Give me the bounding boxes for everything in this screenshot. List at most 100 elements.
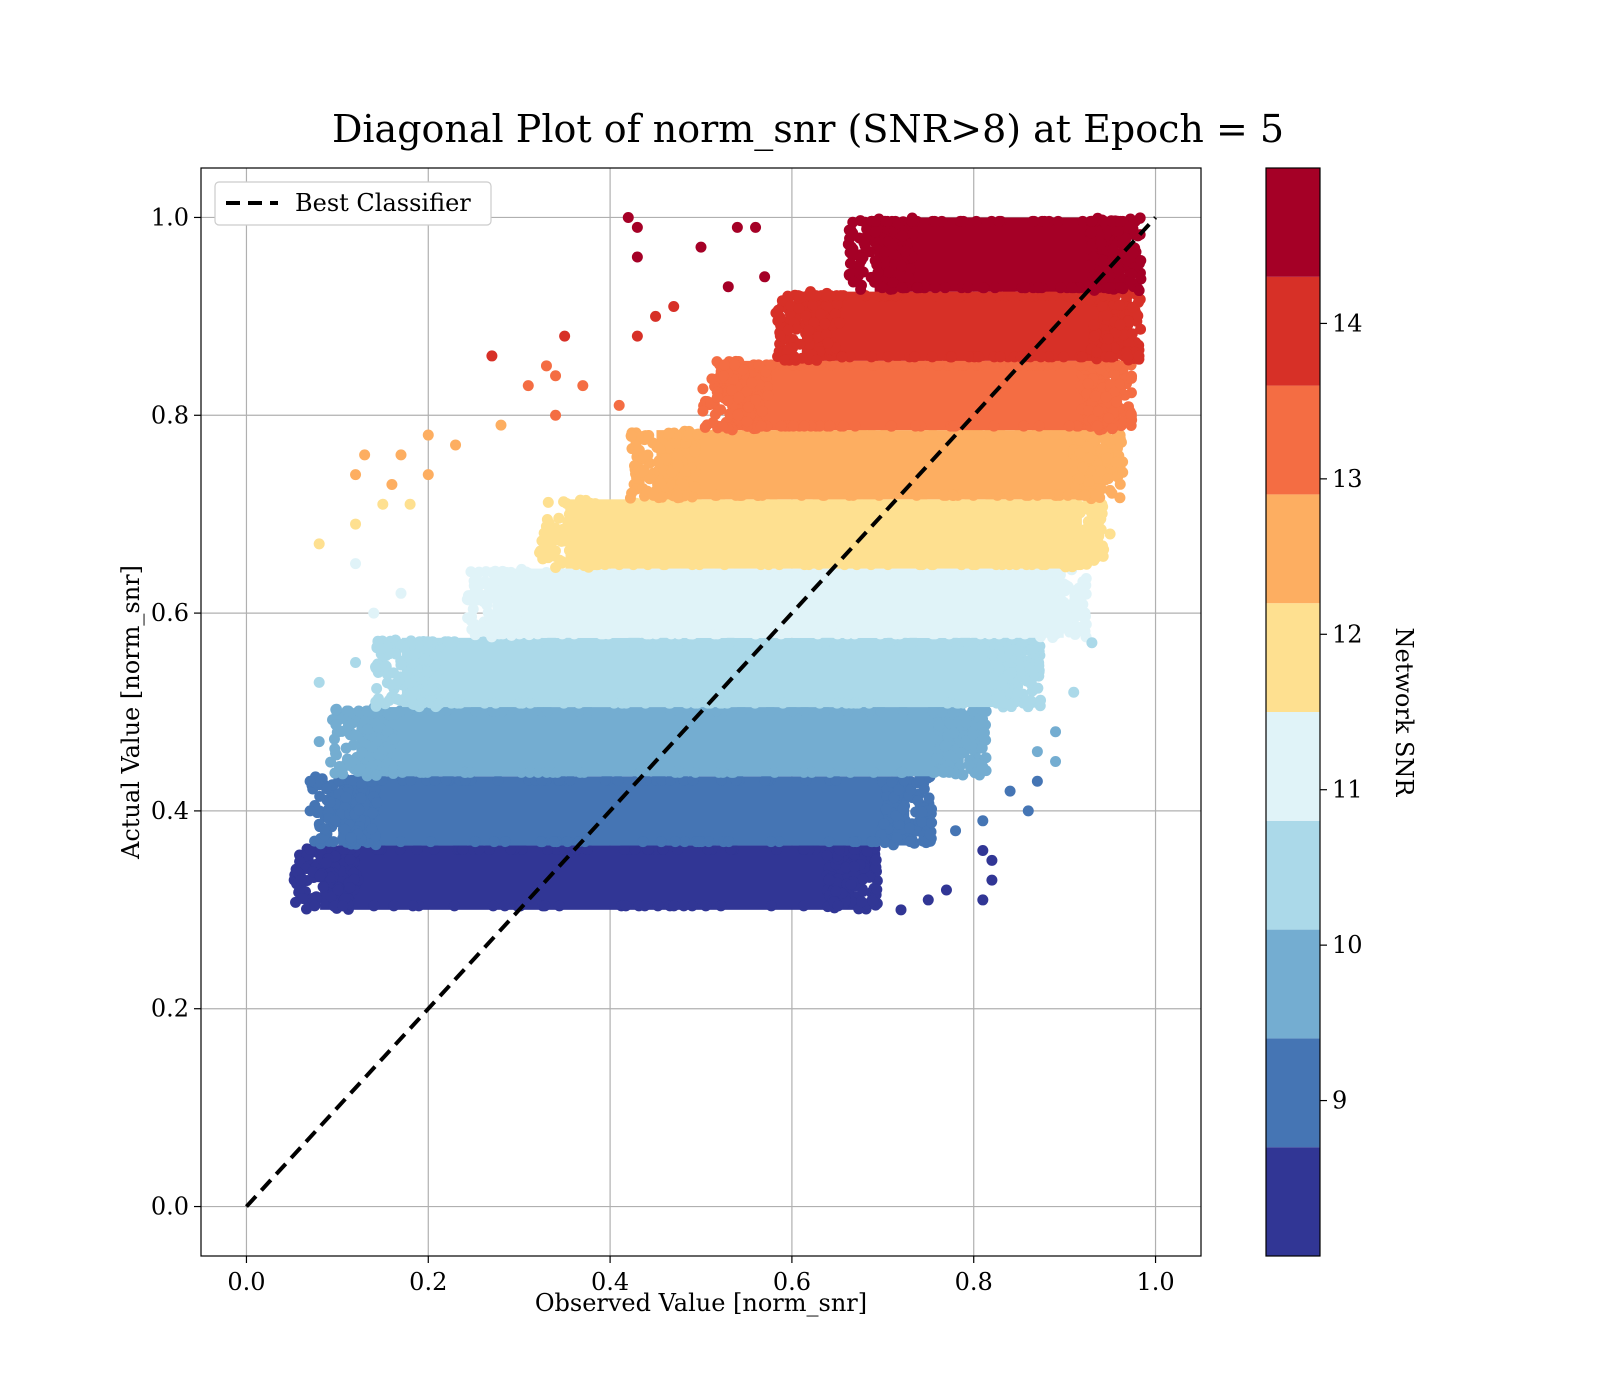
scatter-point (875, 705, 887, 717)
scatter-point (1027, 215, 1039, 227)
scatter-point (973, 428, 985, 440)
scatter-point (1018, 420, 1030, 432)
scatter-point (868, 766, 880, 778)
scatter-point (394, 694, 406, 706)
scatter-point (1050, 628, 1062, 640)
scatter-point (440, 774, 452, 786)
scatter-point (873, 489, 885, 501)
scatter-point (464, 766, 476, 778)
scatter-point (719, 559, 731, 571)
scatter-point (488, 592, 500, 604)
scatter-point (912, 795, 924, 807)
scatter-point (878, 818, 890, 830)
scatter-point (553, 900, 565, 912)
scatter-point (889, 215, 901, 227)
scatter-point (370, 769, 382, 781)
scatter-point (806, 766, 818, 778)
scatter-point (894, 628, 906, 640)
band-core (401, 637, 1019, 708)
scatter-point (689, 481, 701, 493)
scatter-point (516, 591, 528, 603)
scatter-point (1051, 539, 1063, 551)
scatter-point (643, 430, 655, 442)
scatter-point (882, 351, 894, 363)
scatter-point (1135, 255, 1147, 267)
scatter-point (955, 747, 967, 759)
scatter-point (395, 659, 407, 671)
scatter-point (671, 437, 683, 449)
scatter-point (386, 479, 398, 491)
scatter-point (863, 697, 875, 709)
scatter-point (1106, 215, 1118, 227)
scatter-point (1090, 489, 1102, 501)
scatter-point (304, 843, 316, 855)
scatter-point (1076, 351, 1088, 363)
scatter-point (967, 705, 979, 717)
scatter-point (702, 843, 714, 855)
scatter-point (679, 836, 691, 848)
scatter-point (837, 420, 849, 432)
scatter-point (918, 783, 930, 795)
scatter-point (952, 697, 964, 709)
scatter-point (1057, 513, 1069, 525)
colorbar-segment (1266, 820, 1320, 930)
scatter-point (353, 804, 365, 816)
scatter-point (1019, 628, 1031, 640)
scatter-point (1033, 420, 1045, 432)
scatter-point (1095, 465, 1107, 477)
scatter-point (718, 359, 730, 371)
scatter-point (1079, 489, 1091, 501)
scatter-point (930, 290, 942, 302)
scatter-point (856, 896, 868, 908)
scatter-point (895, 904, 907, 916)
scatter-point (749, 697, 761, 709)
scatter-point (1096, 540, 1108, 552)
scatter-point (723, 836, 735, 848)
scatter-point (540, 360, 552, 372)
scatter-point (822, 337, 834, 349)
scatter-point (1082, 378, 1094, 390)
scatter-point (856, 252, 868, 264)
scatter-point (488, 836, 500, 848)
scatter-point (1081, 387, 1093, 399)
scatter-point (916, 559, 928, 571)
scatter-point (1103, 412, 1115, 424)
scatter-point (553, 512, 565, 524)
scatter-point (673, 636, 685, 648)
band-core (492, 568, 1064, 638)
scatter-point (568, 530, 580, 542)
scatter-point (977, 815, 989, 827)
scatter-point (848, 861, 860, 873)
y-tick-label: 0.2 (151, 995, 189, 1023)
scatter-point (581, 522, 593, 534)
scatter-point (541, 766, 553, 778)
scatter-point (909, 420, 921, 432)
scatter-point (967, 489, 979, 501)
scatter-point (691, 697, 703, 709)
scatter-point (304, 775, 316, 787)
scatter-point (711, 391, 723, 403)
scatter-point (550, 370, 562, 382)
scatter-point (1126, 301, 1138, 313)
scatter-point (812, 628, 824, 640)
scatter-point (825, 359, 837, 371)
scatter-point (871, 884, 883, 896)
scatter-point (792, 290, 804, 302)
scatter-point (541, 705, 553, 717)
scatter-point (1077, 215, 1089, 227)
scatter-point (631, 330, 643, 342)
scatter-point (887, 276, 899, 288)
scatter-point (975, 628, 987, 640)
scatter-point (1079, 625, 1091, 637)
band-core (565, 499, 1082, 569)
scatter-point (618, 843, 630, 855)
scatter-point (516, 843, 528, 855)
scatter-point (927, 559, 939, 571)
scatter-point (518, 567, 530, 579)
scatter-point (942, 697, 954, 709)
scatter-point (1020, 489, 1032, 501)
scatter-point (1062, 489, 1074, 501)
scatter-point (1113, 378, 1125, 390)
scatter-point (851, 559, 863, 571)
scatter-point (1092, 405, 1104, 417)
